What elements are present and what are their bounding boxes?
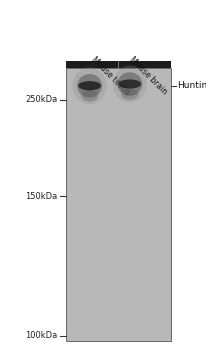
Ellipse shape [81,90,98,102]
Text: 150kDa: 150kDa [25,191,58,201]
Text: 250kDa: 250kDa [25,95,58,104]
Ellipse shape [118,79,141,89]
Bar [66,68,171,341]
Text: 100kDa: 100kDa [25,331,58,341]
Text: Mouse brain: Mouse brain [128,55,169,96]
Ellipse shape [77,74,102,98]
Ellipse shape [117,72,142,96]
Text: Mouse testis: Mouse testis [90,55,131,97]
Bar [66,61,171,68]
Text: Huntingtin: Huntingtin [177,81,206,90]
Ellipse shape [113,65,147,103]
Ellipse shape [78,81,101,90]
Ellipse shape [73,67,107,104]
Ellipse shape [121,88,138,100]
